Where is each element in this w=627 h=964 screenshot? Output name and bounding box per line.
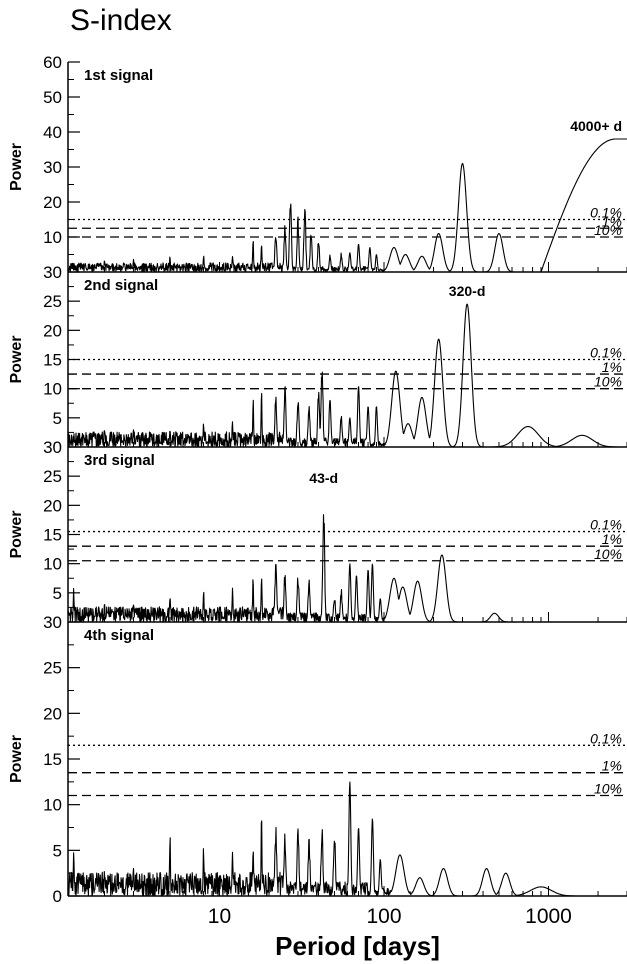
y-tick-label: 15 bbox=[43, 351, 62, 370]
y-tick-label: 10 bbox=[43, 796, 62, 815]
panel-2: 5 10 15 20 25 30 Power 2nd signal 0.1%1%10% 320-d bbox=[8, 263, 627, 448]
threshold-label: 0.1% bbox=[590, 205, 622, 221]
y-tick-label: 30 bbox=[43, 158, 62, 177]
y-tick-label: 15 bbox=[43, 526, 62, 545]
page-title: S-index bbox=[70, 4, 172, 37]
y-tick-label: 20 bbox=[43, 193, 62, 212]
y-axis-label: Power bbox=[8, 735, 25, 783]
y-tick-label: 5 bbox=[53, 584, 62, 603]
y-tick-label: 30 bbox=[43, 263, 62, 282]
y-tick-label: 40 bbox=[43, 123, 62, 142]
peak-label: 4000+ d bbox=[570, 118, 622, 134]
threshold-label: 1% bbox=[602, 359, 622, 375]
y-tick-label: 20 bbox=[43, 496, 62, 515]
y-tick-label: 20 bbox=[43, 704, 62, 723]
y-axis-label: Power bbox=[8, 510, 25, 558]
power-curve bbox=[67, 514, 627, 623]
panel-label: 1st signal bbox=[84, 67, 153, 84]
panel-4: 0 5 10 15 20 25 30 Power 4th signal 0.1% 1% 10% bbox=[8, 613, 627, 906]
threshold-label: 10% bbox=[594, 374, 622, 390]
y-tick-label: 50 bbox=[43, 88, 62, 107]
x-tick-label: 100 bbox=[366, 905, 401, 928]
y-tick-label: 10 bbox=[43, 228, 62, 247]
y-axis-label: Power bbox=[8, 143, 25, 191]
panel-label: 3rd signal bbox=[84, 452, 155, 469]
panel-label: 4th signal bbox=[84, 627, 154, 644]
panel-1: 10 20 30 40 50 60 Power 1st signal 0.1%1%10% 4000… bbox=[8, 53, 627, 273]
threshold-label: 0.1% bbox=[590, 730, 622, 746]
y-tick-label: 10 bbox=[43, 380, 62, 399]
y-tick-label: 15 bbox=[43, 750, 62, 769]
threshold-label: 1% bbox=[602, 531, 622, 547]
threshold-label: 1% bbox=[602, 758, 622, 774]
y-axis-label: Power bbox=[8, 335, 25, 383]
peak-label: 43-d bbox=[309, 470, 338, 486]
x-tick-label: 10 bbox=[208, 905, 231, 928]
y-tick-label: 30 bbox=[43, 438, 62, 457]
power-curve bbox=[67, 781, 627, 897]
y-tick-label: 20 bbox=[43, 321, 62, 340]
y-tick-label: 60 bbox=[43, 53, 62, 72]
x-axis-label: Period [days] bbox=[275, 931, 440, 961]
threshold-label: 10% bbox=[594, 222, 622, 238]
y-tick-label: 5 bbox=[53, 841, 62, 860]
threshold-label: 0.1% bbox=[590, 517, 622, 533]
y-tick-label: 25 bbox=[43, 467, 62, 486]
panel-3: 5 10 15 20 25 30 Power 3rd signal 0.1%1%10% 43-d bbox=[8, 438, 627, 623]
y-tick-label: 25 bbox=[43, 292, 62, 311]
y-tick-label: 30 bbox=[43, 613, 62, 632]
threshold-label: 10% bbox=[594, 781, 622, 797]
peak-label: 320-d bbox=[449, 283, 486, 299]
power-curve bbox=[67, 138, 627, 273]
y-tick-label: 0 bbox=[53, 887, 62, 906]
y-tick-label: 5 bbox=[53, 409, 62, 428]
x-tick-label: 1000 bbox=[525, 905, 572, 928]
threshold-label: 1% bbox=[602, 213, 622, 229]
y-tick-label: 10 bbox=[43, 555, 62, 574]
threshold-label: 10% bbox=[594, 546, 622, 562]
y-tick-label: 25 bbox=[43, 659, 62, 678]
threshold-label: 0.1% bbox=[590, 345, 622, 361]
panel-label: 2nd signal bbox=[84, 277, 158, 294]
power-curve bbox=[67, 303, 627, 448]
